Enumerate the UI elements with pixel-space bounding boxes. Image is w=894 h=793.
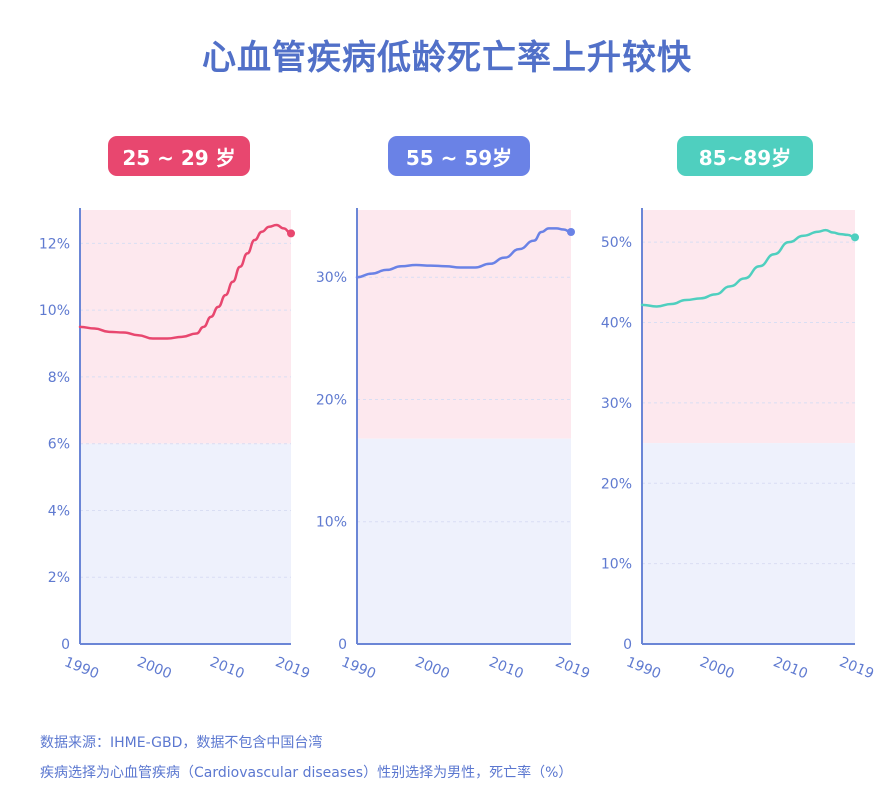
series-end-point [567,228,575,237]
y-tick-label: 0 [61,637,70,653]
series-line [78,223,293,340]
series-line [355,227,573,279]
y-tick-label: 2% [48,570,70,586]
series-end-point [851,233,859,242]
y-tick-label: 0 [623,637,632,653]
highlight-band [80,210,291,444]
series-line [640,228,857,308]
x-tick-label: 2000 [413,654,452,682]
x-tick-label: 2019 [273,654,312,682]
y-tick-label: 30% [316,270,347,286]
y-tick-label: 10% [601,557,632,573]
x-tick-label: 2010 [487,654,526,682]
x-tick-label: 1990 [339,654,378,682]
y-tick-label: 20% [601,476,632,492]
x-tick-label: 2010 [771,654,810,682]
source-note: 数据来源：IHME-GBD，数据不包含中国台湾 [40,735,323,751]
page-title: 心血管疾病低龄死亡率上升较快 [202,38,692,78]
x-tick-label: 2019 [837,654,876,682]
y-tick-label: 0 [338,637,347,653]
y-tick-label: 20% [316,392,347,408]
y-tick-label: 10% [39,303,70,319]
lower-band [357,438,571,644]
y-tick-label: 8% [48,370,70,386]
y-tick-label: 10% [316,515,347,531]
series-end-point [287,229,295,238]
x-tick-label: 1990 [62,654,101,682]
panel-label-55-59: 55 ~ 59岁 [388,136,530,176]
lower-band [642,443,855,644]
lower-band [80,443,291,644]
y-tick-label: 30% [601,396,632,412]
panel-label-25-29: 25 ~ 29 岁 [108,136,250,176]
x-tick-label: 2000 [697,654,736,682]
y-tick-label: 4% [48,503,70,519]
y-tick-label: 12% [39,236,70,252]
panel-label-85-89: 85~89岁 [677,136,813,176]
x-tick-label: 2000 [135,654,174,682]
highlight-band [642,210,855,444]
y-tick-label: 6% [48,437,70,453]
method-note: 疾病选择为心血管疾病（Cardiovascular diseases）性别选择为… [40,765,573,781]
highlight-band [357,210,571,439]
y-tick-label: 50% [601,235,632,251]
x-tick-label: 2010 [207,654,246,682]
x-tick-label: 1990 [624,654,663,682]
y-tick-label: 40% [601,316,632,332]
x-tick-label: 2019 [553,654,592,682]
